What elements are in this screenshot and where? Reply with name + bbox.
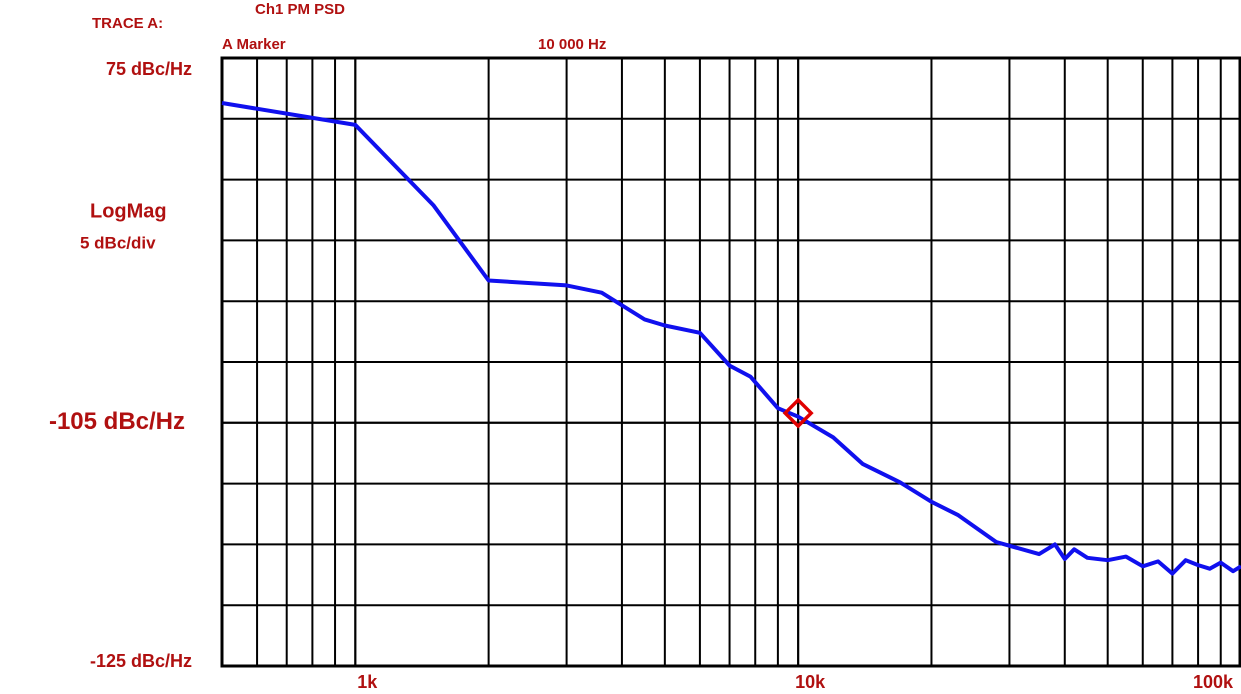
chart-title: Ch1 PM PSD [255, 1, 345, 18]
x-tick-label: 100k [1193, 672, 1234, 692]
y-tick-label: 75 dBc/Hz [106, 59, 192, 79]
plot-frame [220, 56, 1241, 668]
division-label: 5 dBc/div [80, 233, 156, 252]
marker-x-label: 10 000 Hz [538, 36, 606, 53]
trace-line [221, 101, 1241, 576]
x-tick-label: 1k [357, 672, 378, 692]
scale-label: LogMag [90, 200, 167, 222]
marker [782, 397, 814, 429]
x-tick-label: 10k [795, 672, 826, 692]
marker-name: A Marker [222, 36, 286, 53]
y-tick-label: -105 dBc/Hz [49, 408, 185, 435]
y-tick-label: -125 dBc/Hz [90, 651, 192, 671]
trace-label: TRACE A: [92, 15, 163, 32]
